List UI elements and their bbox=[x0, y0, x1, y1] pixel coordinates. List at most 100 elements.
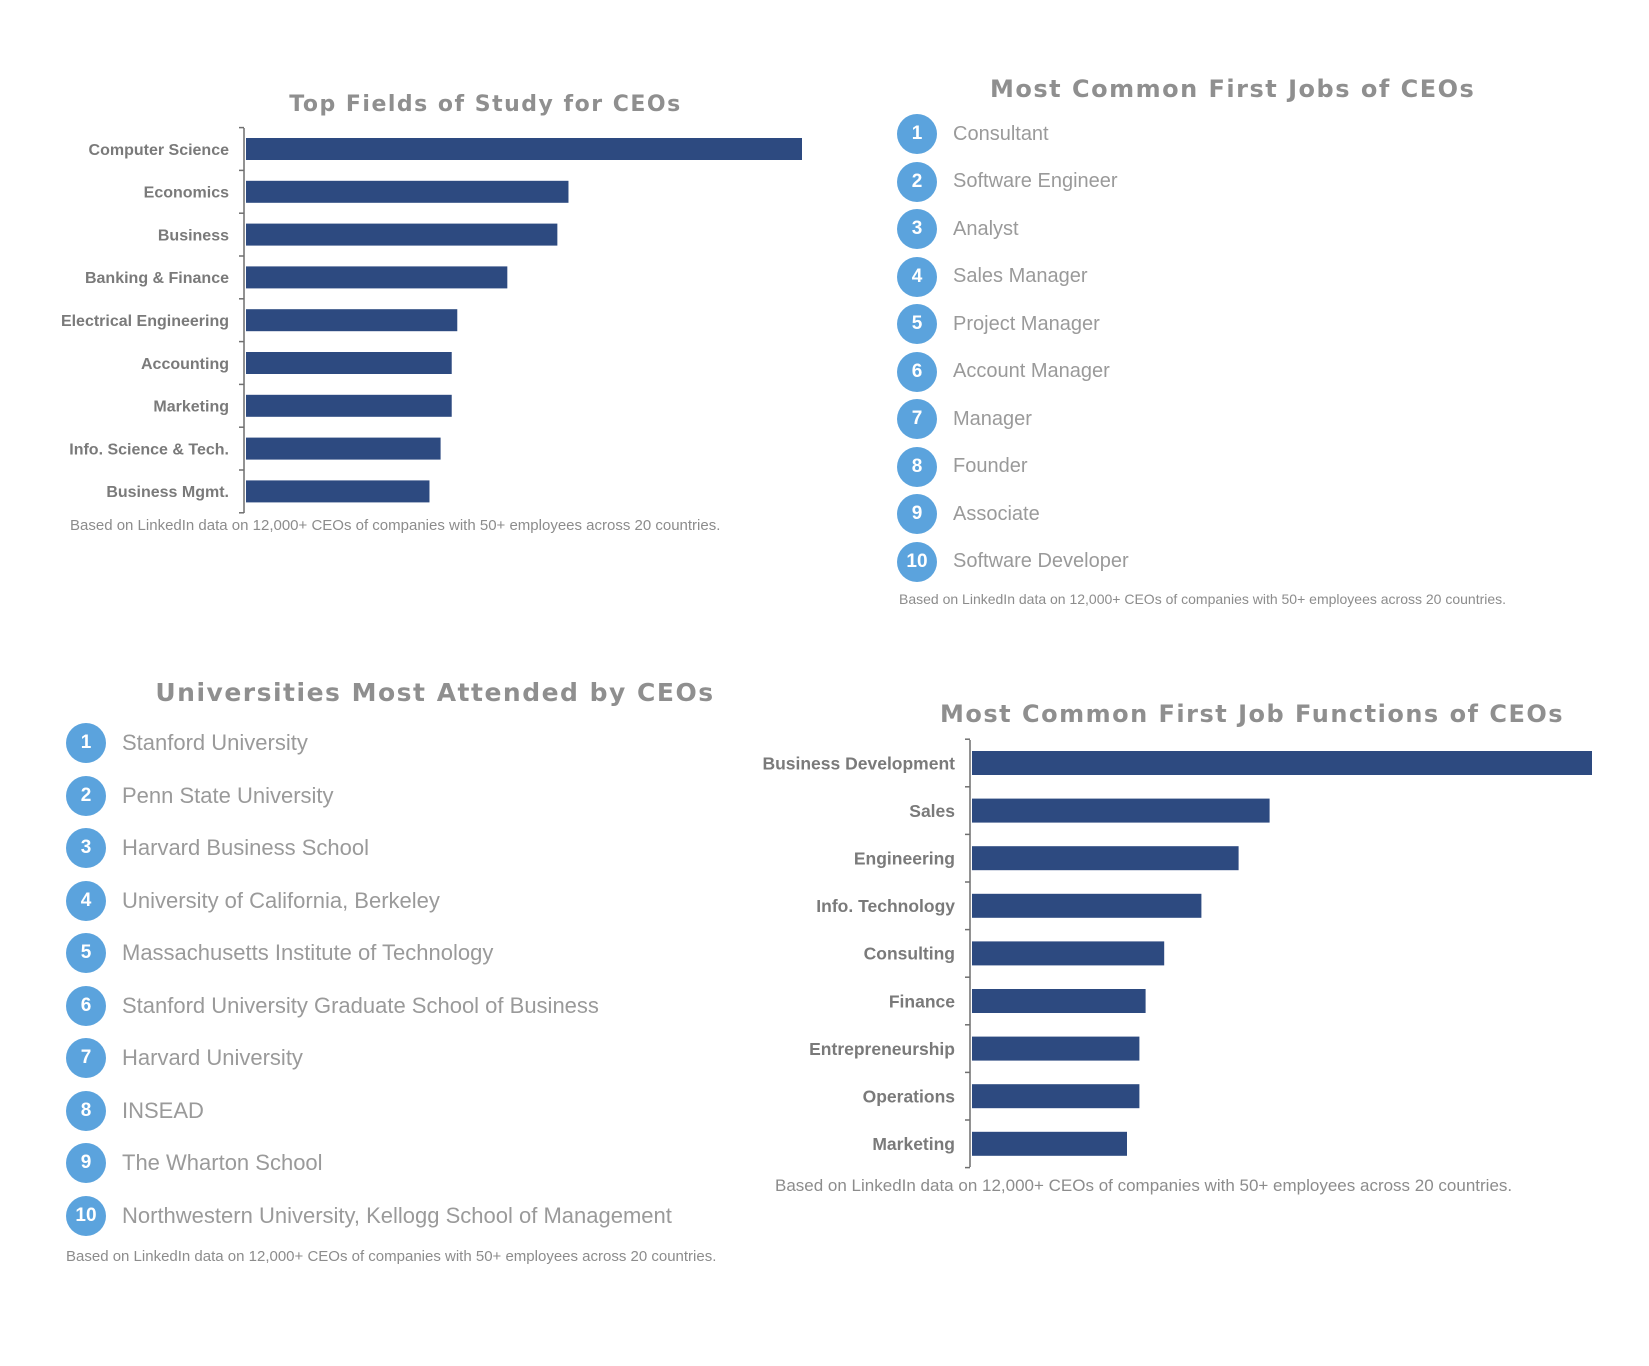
ranked-list-item: 4 University of California, Berkeley bbox=[66, 880, 440, 921]
rank-label: Northwestern University, Kellogg School … bbox=[122, 1202, 672, 1228]
category-label: Economics bbox=[144, 185, 229, 202]
first-jobs-title: Most Common First Jobs of CEOs bbox=[990, 75, 1476, 103]
bar bbox=[246, 437, 441, 460]
ranked-list-item: 10 Northwestern University, Kellogg Schoo… bbox=[66, 1195, 672, 1236]
rank-badge: 7 bbox=[66, 1038, 106, 1078]
bar bbox=[972, 893, 1202, 918]
ranked-list-item: 6 Stanford University Graduate School of … bbox=[66, 985, 599, 1026]
rank-label: Founder bbox=[953, 455, 1028, 477]
bar bbox=[972, 941, 1165, 966]
rank-label: Sales Manager bbox=[953, 265, 1088, 287]
rank-label: Penn State University bbox=[122, 782, 334, 808]
job-functions-title: Most Common First Job Functions of CEOs bbox=[940, 700, 1565, 728]
bar bbox=[246, 352, 452, 374]
bar bbox=[972, 751, 1592, 775]
fields-of-study-chart: Computer Science Economics Business Banking… bbox=[61, 126, 802, 514]
rank-label: Stanford University Graduate School of B… bbox=[122, 992, 599, 1018]
category-label: Finance bbox=[889, 991, 955, 1011]
bar bbox=[246, 223, 558, 246]
ranked-list-item: 8 Founder bbox=[897, 446, 1028, 487]
category-label: Business Development bbox=[762, 753, 955, 773]
category-label: Marketing bbox=[872, 1134, 955, 1154]
rank-label: Associate bbox=[953, 502, 1040, 525]
ranked-list-item: 3 Analyst bbox=[897, 209, 1019, 249]
category-label: Info. Science & Tech. bbox=[69, 441, 229, 458]
ranked-list-item: 7 Manager bbox=[897, 399, 1032, 439]
ranked-list-item: 5 Massachusetts Institute of Technology bbox=[66, 933, 493, 973]
rank-badge: 6 bbox=[897, 351, 937, 392]
rank-badge: 2 bbox=[897, 161, 937, 202]
rank-label: Stanford University bbox=[122, 730, 308, 755]
ranked-list-item: 2 Penn State University bbox=[66, 775, 334, 816]
bar bbox=[972, 1036, 1140, 1061]
rank-label: INSEAD bbox=[122, 1097, 204, 1123]
rank-label: Software Engineer bbox=[953, 170, 1118, 192]
universities-title: Universities Most Attended by CEOs bbox=[155, 678, 715, 707]
category-label: Engineering bbox=[854, 849, 955, 869]
category-label: Sales bbox=[909, 801, 955, 821]
rank-label: Massachusetts Institute of Technology bbox=[122, 940, 494, 965]
bar bbox=[972, 1131, 1127, 1156]
fields-chart-title: Top Fields of Study for CEOs bbox=[289, 92, 682, 117]
bar bbox=[246, 266, 508, 289]
bar bbox=[246, 180, 569, 203]
rank-badge: 10 bbox=[66, 1195, 106, 1236]
ranked-list-item: 1 Stanford University bbox=[66, 723, 308, 763]
ranked-list-item: 3 Harvard Business School bbox=[66, 828, 369, 868]
rank-label: Consultant bbox=[953, 122, 1049, 145]
rank-label: The Wharton School bbox=[122, 1150, 323, 1175]
category-label: Marketing bbox=[153, 399, 229, 416]
rank-badge: 4 bbox=[897, 256, 937, 297]
rank-badge: 3 bbox=[66, 828, 106, 868]
rank-badge: 6 bbox=[66, 985, 106, 1026]
rank-label: Account Manager bbox=[953, 360, 1110, 382]
rank-badge: 1 bbox=[66, 723, 106, 763]
category-label: Operations bbox=[863, 1087, 956, 1107]
bar bbox=[972, 846, 1239, 871]
first-jobs-note: Based on LinkedIn data on 12,000+ CEOs o… bbox=[899, 591, 1507, 607]
category-label: Accounting bbox=[141, 356, 229, 373]
ranked-list-item: 8 INSEAD bbox=[66, 1090, 204, 1131]
category-label: Info. Technology bbox=[816, 896, 955, 916]
rank-badge: 5 bbox=[66, 933, 106, 973]
ranked-list-item: 9 Associate bbox=[897, 494, 1040, 534]
rank-badge: 4 bbox=[66, 880, 106, 921]
category-label: Business bbox=[158, 227, 229, 244]
bar bbox=[246, 394, 452, 417]
rank-badge: 10 bbox=[897, 541, 937, 582]
rank-label: Software Developer bbox=[953, 550, 1129, 572]
ranked-list-item: 1 Consultant bbox=[897, 114, 1049, 154]
rank-label: Analyst bbox=[953, 217, 1019, 240]
rank-badge: 7 bbox=[897, 399, 937, 439]
fields-chart-note: Based on LinkedIn data on 12,000+ CEOs o… bbox=[70, 517, 721, 534]
ranked-list-item: 6 Account Manager bbox=[897, 351, 1110, 392]
rank-badge: 3 bbox=[897, 209, 937, 249]
category-label: Business Mgmt. bbox=[106, 484, 229, 501]
ranked-list-item: 7 Harvard University bbox=[66, 1038, 303, 1078]
rank-badge: 8 bbox=[66, 1090, 106, 1131]
rank-label: Manager bbox=[953, 407, 1032, 430]
rank-badge: 5 bbox=[897, 304, 937, 344]
bar bbox=[246, 309, 458, 332]
category-label: Entrepreneurship bbox=[809, 1039, 955, 1059]
ranked-list-item: 2 Software Engineer bbox=[897, 161, 1118, 202]
ranked-list-item: 5 Project Manager bbox=[897, 304, 1100, 344]
ranked-list-item: 9 The Wharton School bbox=[66, 1143, 323, 1183]
bar bbox=[972, 989, 1146, 1013]
category-label: Consulting bbox=[864, 944, 955, 964]
rank-badge: 9 bbox=[66, 1143, 106, 1183]
category-label: Computer Science bbox=[89, 142, 230, 159]
bar bbox=[972, 1084, 1140, 1109]
rank-label: Harvard Business School bbox=[122, 835, 370, 860]
bar bbox=[246, 480, 430, 503]
universities-note: Based on LinkedIn data on 12,000+ CEOs o… bbox=[66, 1248, 717, 1265]
rank-label: Harvard University bbox=[122, 1045, 303, 1070]
rank-badge: 9 bbox=[897, 494, 937, 534]
bar bbox=[972, 798, 1270, 823]
category-label: Electrical Engineering bbox=[61, 313, 229, 330]
bar bbox=[246, 138, 802, 160]
ranked-list-item: 10 Software Developer bbox=[897, 541, 1129, 582]
job-functions-note: Based on LinkedIn data on 12,000+ CEOs o… bbox=[775, 1176, 1513, 1195]
rank-label: Project Manager bbox=[953, 312, 1100, 335]
rank-label: University of California, Berkeley bbox=[122, 887, 440, 913]
